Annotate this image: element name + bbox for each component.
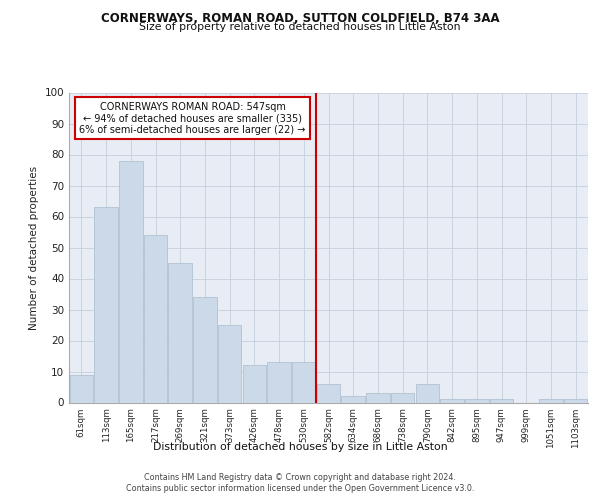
Text: Contains public sector information licensed under the Open Government Licence v3: Contains public sector information licen… <box>126 484 474 493</box>
Bar <box>242 366 266 403</box>
Bar <box>144 235 167 402</box>
Bar <box>416 384 439 402</box>
Text: Distribution of detached houses by size in Little Aston: Distribution of detached houses by size … <box>152 442 448 452</box>
Bar <box>465 400 488 402</box>
Bar <box>366 393 389 402</box>
Bar <box>539 400 563 402</box>
Text: CORNERWAYS ROMAN ROAD: 547sqm
← 94% of detached houses are smaller (335)
6% of s: CORNERWAYS ROMAN ROAD: 547sqm ← 94% of d… <box>79 102 306 135</box>
Text: Size of property relative to detached houses in Little Aston: Size of property relative to detached ho… <box>139 22 461 32</box>
Text: Contains HM Land Registry data © Crown copyright and database right 2024.: Contains HM Land Registry data © Crown c… <box>144 472 456 482</box>
Bar <box>292 362 316 403</box>
Bar <box>341 396 365 402</box>
Bar <box>440 400 464 402</box>
Bar <box>317 384 340 402</box>
Bar <box>169 263 192 402</box>
Bar <box>391 393 415 402</box>
Bar <box>70 374 93 402</box>
Bar <box>218 325 241 402</box>
Y-axis label: Number of detached properties: Number of detached properties <box>29 166 39 330</box>
Bar <box>268 362 291 403</box>
Bar <box>564 400 587 402</box>
Bar <box>94 207 118 402</box>
Bar <box>119 160 143 402</box>
Bar <box>490 400 513 402</box>
Text: CORNERWAYS, ROMAN ROAD, SUTTON COLDFIELD, B74 3AA: CORNERWAYS, ROMAN ROAD, SUTTON COLDFIELD… <box>101 12 499 26</box>
Bar <box>193 297 217 403</box>
